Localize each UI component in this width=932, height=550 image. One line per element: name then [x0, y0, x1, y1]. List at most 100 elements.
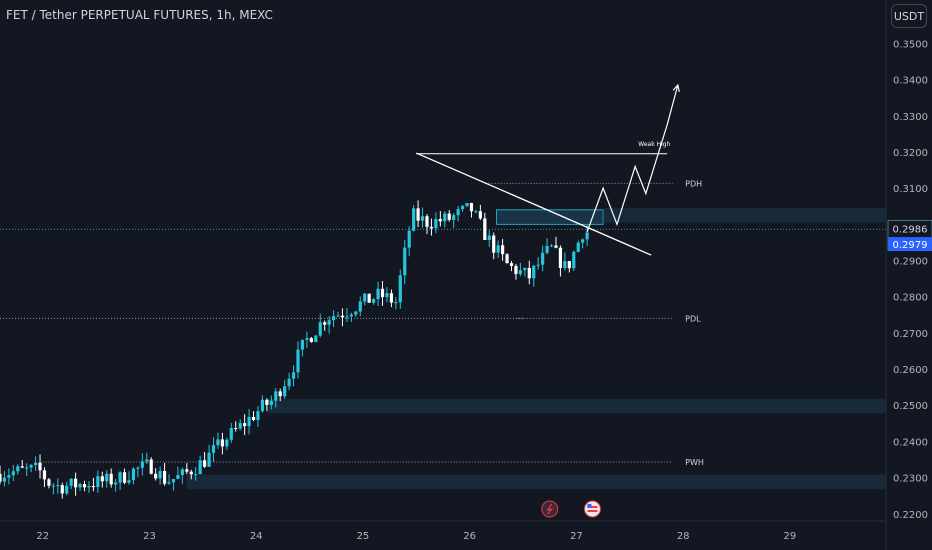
candle-body	[51, 485, 55, 487]
projection-path	[586, 84, 679, 233]
candle-body	[434, 218, 438, 229]
candle-body	[541, 252, 545, 265]
zone-demand-upper	[266, 398, 887, 414]
candle-body	[501, 245, 505, 255]
candle-body	[505, 254, 509, 264]
candle-body	[336, 315, 340, 317]
candle-body	[202, 460, 207, 467]
candle-body	[443, 213, 447, 222]
candle-body	[145, 459, 149, 462]
candle-body	[25, 467, 29, 469]
candle-body	[314, 335, 318, 343]
candle-body	[69, 478, 73, 486]
candle-body	[38, 462, 42, 471]
candle-body	[56, 485, 60, 487]
x-tick-label: 22	[36, 531, 49, 542]
candle-body	[478, 211, 482, 219]
candle-body	[118, 472, 122, 483]
candle-body	[407, 230, 411, 248]
y-tick-label: 0.3200	[893, 148, 928, 159]
candle-body	[563, 261, 567, 268]
x-tick-label: 26	[463, 531, 476, 542]
x-tick-label: 25	[357, 531, 370, 542]
y-tick-label: 0.3500	[893, 39, 928, 50]
currency-button[interactable]: USDT	[891, 4, 927, 28]
candle-body	[29, 465, 33, 468]
us-flag-icon-stripe	[587, 510, 598, 512]
y-tick-label: 0.2500	[893, 401, 928, 412]
candle-body	[452, 215, 456, 220]
candle-body	[91, 486, 96, 488]
candle-body	[171, 478, 176, 483]
projection-arrow-head	[672, 83, 680, 92]
zone-resistance	[495, 209, 604, 225]
candle-body	[514, 265, 518, 275]
candle-body	[189, 471, 193, 475]
candle-body	[585, 232, 589, 240]
candle-body	[474, 211, 478, 213]
candle-body	[567, 261, 571, 269]
candle-body	[354, 311, 358, 315]
candle-body	[425, 216, 429, 227]
y-tick-label: 0.2400	[893, 437, 928, 448]
x-tick-label: 24	[250, 531, 263, 542]
candle-body	[96, 476, 100, 488]
candle-body	[523, 267, 527, 271]
candle-body	[220, 439, 224, 447]
y-tick-label: 0.2200	[893, 510, 928, 521]
price-label-last-box	[888, 237, 932, 252]
level-label-pwh: PWH	[685, 458, 704, 467]
candle-body	[389, 293, 394, 303]
candle-body	[536, 264, 540, 266]
candle-body	[256, 411, 260, 420]
candle-body	[349, 314, 353, 317]
candle-body	[234, 428, 238, 430]
candle-body	[372, 299, 376, 303]
candle-body	[122, 472, 127, 483]
candle-body	[158, 470, 162, 479]
candle-body	[60, 485, 64, 494]
candle-body	[420, 216, 425, 221]
candle-body	[238, 423, 242, 429]
candle-body	[305, 338, 309, 340]
candle-body	[394, 302, 398, 304]
candle-body	[380, 288, 385, 298]
candle-body	[74, 478, 78, 488]
candle-body	[527, 267, 531, 279]
candle-body	[105, 473, 109, 482]
candle-body	[331, 316, 336, 321]
candle-body	[492, 235, 496, 253]
y-tick-label: 0.2800	[893, 293, 928, 304]
y-tick-label: 0.2600	[893, 365, 928, 376]
x-tick-label: 23	[143, 531, 156, 542]
candle-body	[100, 476, 104, 482]
candle-body	[11, 471, 15, 476]
candle-body	[167, 482, 171, 484]
candle-body	[572, 251, 576, 269]
candle-body	[429, 226, 434, 229]
candle-body	[300, 339, 305, 350]
us-flag-icon	[583, 500, 601, 518]
candle-body	[518, 270, 522, 275]
zone-demand-lower	[186, 474, 886, 490]
candle-body	[283, 386, 287, 397]
candle-body	[247, 416, 251, 427]
us-flag-icon-stripe	[587, 506, 598, 508]
candle-body	[47, 479, 51, 486]
candle-body	[581, 239, 585, 243]
y-tick-label: 0.2700	[893, 329, 928, 340]
trendline	[416, 152, 652, 256]
candle-body	[0, 473, 2, 482]
candle-body	[225, 439, 229, 447]
candle-body	[456, 209, 460, 216]
candle-body	[185, 469, 189, 472]
y-tick-label: 0.3300	[893, 112, 928, 123]
candle-body	[318, 322, 322, 336]
candle-body	[287, 378, 291, 387]
candle-body	[2, 477, 7, 482]
chart-title: FET / Tether PERPETUAL FUTURES, 1h, MEXC	[6, 8, 273, 22]
flash-icon-bolt	[546, 503, 554, 515]
candle-body	[487, 235, 491, 241]
candle-body	[243, 423, 247, 427]
